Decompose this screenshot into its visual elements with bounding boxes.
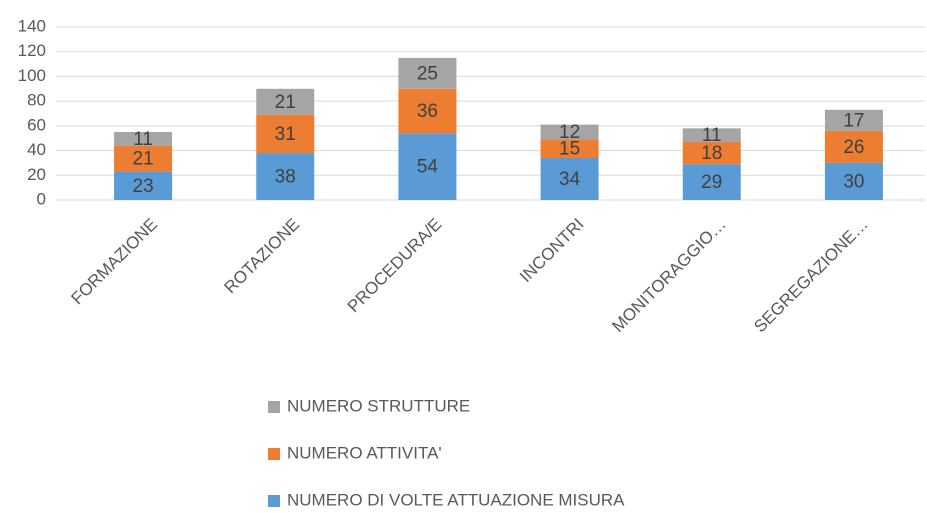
bar-segment (682, 141, 741, 165)
bar-segment (398, 88, 457, 134)
bar-segment (256, 88, 315, 115)
y-tick-label: 80 (27, 91, 46, 110)
x-tick-label: INCONTRI (516, 215, 588, 287)
data-label: 18 (701, 143, 722, 164)
bar-segment (398, 133, 457, 200)
data-label: 25 (417, 63, 438, 84)
x-tick-label: FORMAZIONE (68, 215, 162, 309)
bar-segment (682, 164, 741, 200)
data-label: 21 (133, 149, 154, 170)
y-tick-label: 140 (18, 16, 46, 35)
data-label: 31 (275, 124, 296, 145)
y-tick-label: 100 (18, 66, 46, 85)
data-label: 23 (133, 176, 154, 197)
data-label: 30 (843, 171, 864, 192)
x-tick-label: MONITORAGGIO… (608, 215, 729, 336)
bar-segment (824, 109, 883, 131)
bar-segment (540, 157, 599, 200)
y-tick-label: 40 (27, 140, 46, 159)
bar-segment (682, 128, 741, 142)
data-label: 17 (843, 110, 864, 131)
legend-swatch (268, 448, 280, 460)
data-label: 54 (417, 157, 439, 178)
y-tick-label: 20 (27, 165, 46, 184)
bar-segment (114, 171, 173, 200)
data-label: 11 (702, 125, 722, 146)
bar-segment (114, 145, 173, 172)
data-label: 38 (275, 167, 296, 188)
data-label: 26 (843, 137, 864, 158)
bar-segment (540, 139, 599, 158)
x-tick-label: PROCEDURA/E (344, 215, 446, 317)
bar-segment (824, 162, 883, 200)
bar-segment (256, 153, 315, 200)
data-label: 36 (417, 101, 438, 122)
legend-swatch (268, 401, 280, 413)
data-label: 12 (559, 122, 580, 143)
data-label: 21 (275, 92, 296, 113)
x-tick-label: SEGREGAZIONE… (750, 215, 872, 337)
data-label: 11 (133, 129, 153, 150)
y-tick-label: 60 (27, 115, 46, 134)
x-tick-label: ROTAZIONE (221, 215, 304, 298)
legend-label: NUMERO STRUTTURE (287, 396, 470, 415)
bar-segment (540, 124, 599, 140)
legend-label: NUMERO DI VOLTE ATTUAZIONE MISURA (287, 490, 625, 509)
bar-segment (256, 114, 315, 154)
y-tick-label: 120 (18, 41, 46, 60)
bar-segment (114, 132, 173, 146)
data-label: 34 (559, 169, 581, 190)
legend-swatch (268, 495, 280, 507)
data-label: 15 (559, 139, 580, 160)
bar-segment (824, 130, 883, 163)
y-tick-label: 0 (37, 189, 46, 208)
data-label: 29 (701, 172, 722, 193)
bar-segment (398, 57, 457, 89)
legend-label: NUMERO ATTIVITA' (287, 443, 442, 462)
